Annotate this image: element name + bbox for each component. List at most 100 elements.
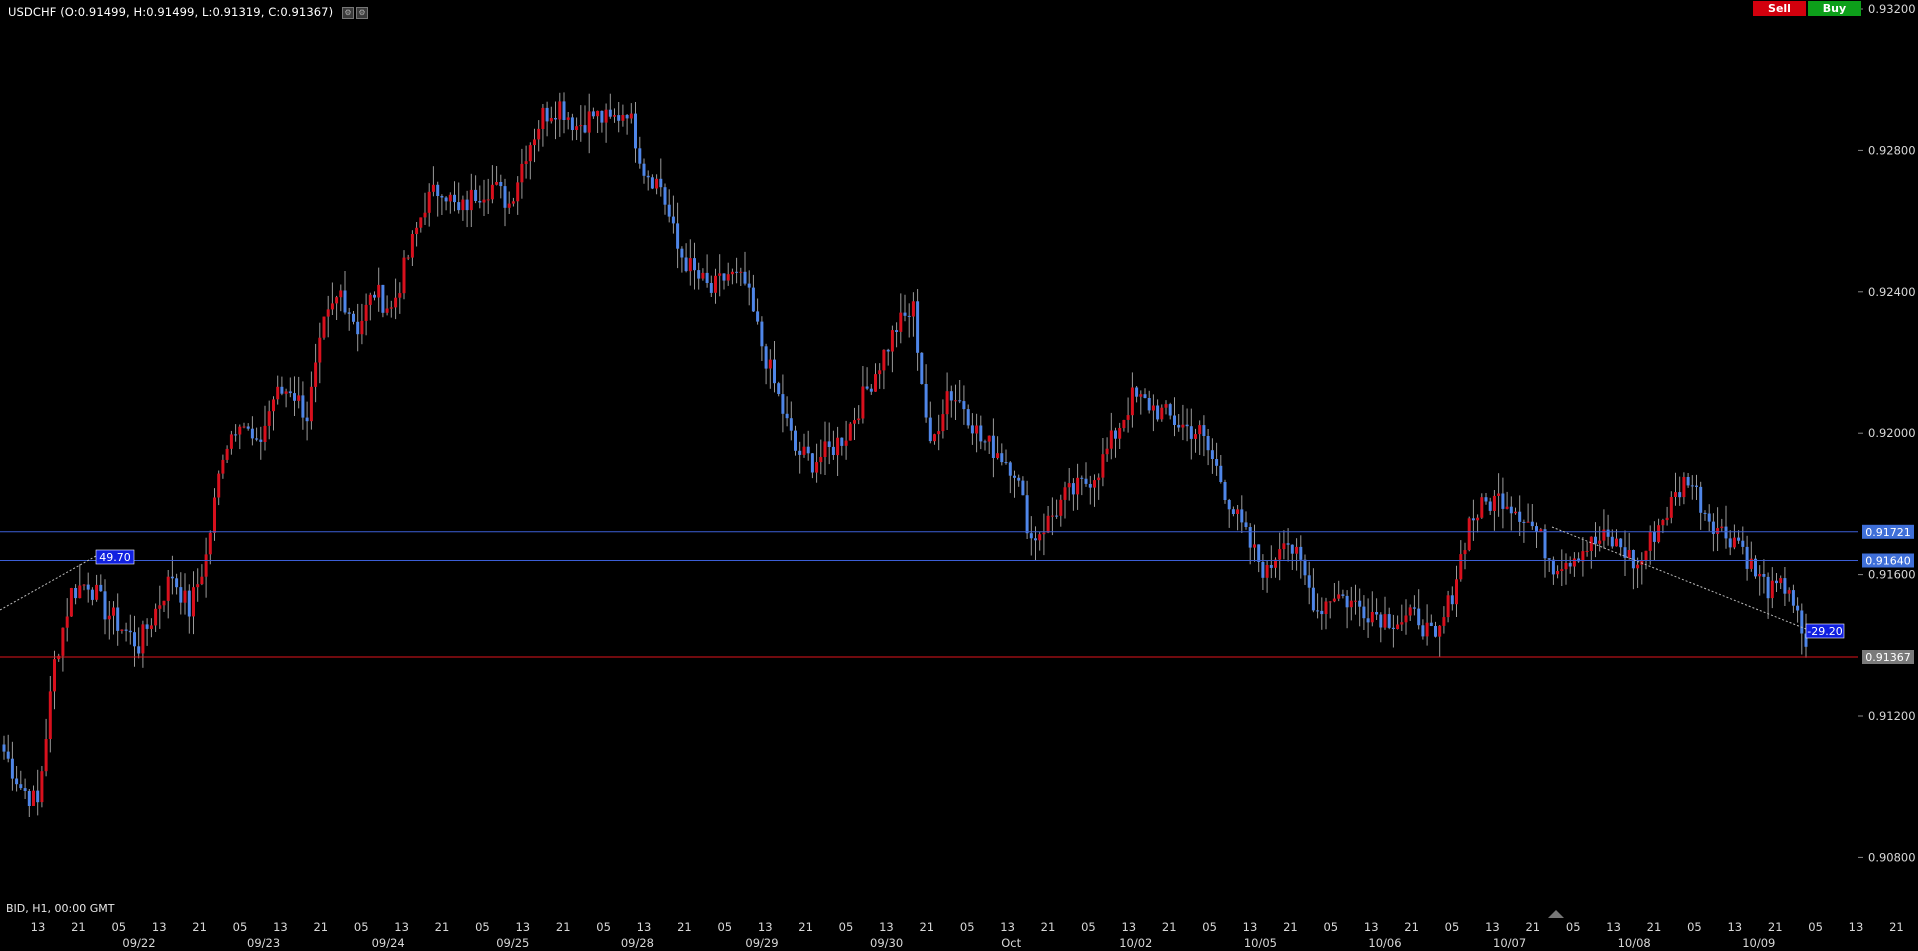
- candle-body: [309, 386, 313, 422]
- candle-body: [663, 187, 667, 205]
- candle-body: [1623, 547, 1627, 558]
- candle-body: [368, 294, 372, 305]
- candle-body: [1358, 600, 1362, 607]
- candle-body: [1387, 614, 1391, 628]
- candle-body: [1042, 532, 1046, 535]
- candle-body: [1013, 475, 1016, 478]
- scroll-marker-icon[interactable]: [1548, 910, 1564, 918]
- candle-body: [1509, 506, 1513, 514]
- sell-button[interactable]: Sell: [1753, 1, 1806, 16]
- buy-button[interactable]: Buy: [1808, 1, 1861, 16]
- trend-line[interactable]: [1551, 526, 1807, 630]
- settings-icon[interactable]: ⚙: [342, 7, 354, 19]
- candle-body: [1665, 517, 1669, 521]
- x-hour-label: 21: [677, 920, 692, 934]
- trend-line[interactable]: [0, 555, 97, 611]
- candle-body: [1610, 536, 1614, 547]
- candle-body: [1547, 558, 1551, 560]
- candle-body: [1480, 497, 1484, 518]
- candle-body: [448, 194, 452, 202]
- candle-body: [1084, 478, 1088, 484]
- candle-body: [1286, 543, 1290, 545]
- candle-body: [1370, 612, 1374, 623]
- candle-body: [954, 400, 957, 402]
- candle-body: [760, 321, 764, 347]
- candle-body: [1745, 546, 1749, 569]
- candle-body: [154, 608, 158, 626]
- candle-body: [684, 257, 688, 272]
- candle-body: [1438, 625, 1442, 637]
- candle-body: [638, 148, 642, 164]
- candle-body: [1025, 495, 1029, 534]
- x-hour-label: 13: [394, 920, 409, 934]
- candle-body: [48, 691, 52, 739]
- candle-body: [495, 182, 499, 185]
- candle-body: [1093, 480, 1096, 488]
- candle-body: [878, 370, 882, 375]
- candle-body: [1577, 558, 1581, 562]
- candle-body: [1282, 543, 1286, 550]
- candle-body: [1682, 477, 1686, 498]
- x-hour-label: 13: [758, 920, 773, 934]
- x-hour-label: 21: [1647, 920, 1662, 934]
- pips-annotation: [95, 549, 135, 565]
- candle-body: [1732, 537, 1736, 548]
- candle-body: [482, 199, 486, 203]
- candle-body: [1063, 487, 1067, 500]
- candle-body: [516, 182, 520, 202]
- candle-body: [1455, 579, 1458, 605]
- candle-body: [895, 330, 899, 332]
- candle-body: [596, 110, 600, 117]
- candle-body: [890, 330, 894, 352]
- gear-icon[interactable]: ⚙: [356, 7, 368, 19]
- candle-body: [364, 304, 368, 321]
- candle-body: [579, 125, 583, 127]
- x-hour-label: 13: [637, 920, 652, 934]
- candle-body: [1130, 387, 1134, 416]
- candle-body: [162, 600, 166, 606]
- x-hour-label: 21: [71, 920, 86, 934]
- x-date-label: 09/30: [870, 936, 903, 950]
- candle-body: [604, 109, 608, 123]
- candle-body: [1181, 424, 1185, 428]
- candle-body: [436, 184, 440, 196]
- candle-body: [600, 110, 604, 123]
- candle-body: [781, 394, 785, 414]
- candle-body: [1775, 580, 1778, 584]
- candle-body: [1139, 394, 1143, 397]
- candle-body: [141, 624, 145, 654]
- candle-body: [1269, 565, 1273, 568]
- candle-body: [1779, 578, 1783, 584]
- candle-body: [751, 287, 755, 312]
- x-hour-label: 05: [1081, 920, 1096, 934]
- price-tag: [1862, 650, 1914, 664]
- candle-body: [869, 388, 873, 392]
- candle-body: [301, 395, 305, 418]
- candle-body: [234, 434, 238, 436]
- candle-body: [53, 659, 56, 692]
- candle-body: [213, 497, 216, 533]
- price-tag-label: 0.91367: [1865, 651, 1911, 664]
- candle-body: [634, 113, 637, 149]
- candle-body: [149, 625, 153, 629]
- candle-body: [975, 425, 979, 434]
- candle-body: [490, 184, 494, 200]
- x-hour-label: 21: [1889, 920, 1904, 934]
- candle-body: [90, 589, 94, 600]
- candle-body: [326, 309, 330, 317]
- candle-body: [844, 440, 848, 446]
- candle-body: [819, 457, 823, 463]
- candle-body: [1017, 477, 1021, 481]
- candle-body: [1425, 622, 1429, 637]
- candle-body: [1071, 483, 1075, 495]
- candle-body: [743, 271, 747, 284]
- candle-body: [646, 175, 650, 178]
- candle-body: [676, 223, 680, 249]
- candle-body: [1151, 405, 1155, 411]
- price-tag: [1862, 524, 1914, 539]
- candle-body: [1522, 521, 1526, 523]
- candle-body: [945, 391, 949, 415]
- candle-body: [499, 182, 503, 187]
- x-hour-label: 21: [1768, 920, 1783, 934]
